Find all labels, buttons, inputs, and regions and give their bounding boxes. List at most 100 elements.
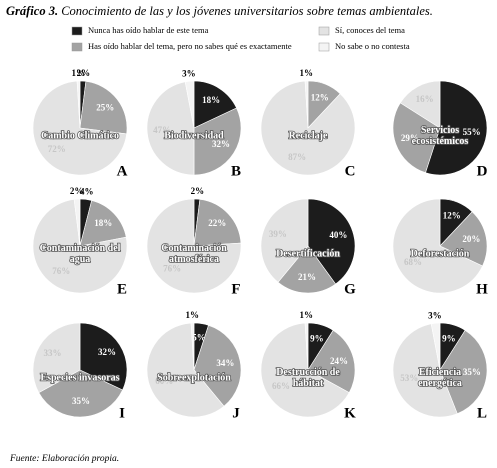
pie-slice (399, 80, 441, 129)
pie-title: Destrucción de hábitat (276, 367, 340, 389)
pie-title: Eficiencia energética (418, 367, 462, 389)
pie-slice (392, 198, 483, 294)
pie-slice (193, 80, 237, 129)
legend-label: Nunca has oído hablar de este tema (88, 25, 209, 35)
pie-title: Desertificación (276, 248, 340, 259)
pie-slice (425, 80, 488, 176)
pie-slice (430, 322, 441, 371)
pie-slice (38, 369, 123, 418)
value-label: 32% (212, 139, 230, 149)
pie-slice (79, 322, 128, 391)
pie-letter: J (232, 405, 240, 421)
pie-slice (76, 80, 81, 129)
legend-swatch (71, 42, 83, 52)
pie-slice (32, 322, 81, 394)
value-label: 3% (428, 310, 442, 320)
pie-title: Especies invasoras (40, 372, 119, 383)
pie-slice (260, 198, 309, 283)
pie-slice (392, 102, 441, 174)
pie-slice (193, 107, 242, 176)
pie-title: Contaminación atmosférica (161, 243, 227, 265)
value-label: 18% (202, 95, 220, 105)
pie-slice (193, 324, 242, 407)
value-label: 40% (329, 230, 347, 240)
pie-slice (73, 198, 81, 247)
value-label: 3% (182, 68, 196, 78)
value-label: 55% (463, 127, 481, 137)
value-label: 1% (300, 68, 314, 78)
value-label: 35% (463, 367, 481, 377)
value-label: 9% (310, 333, 324, 343)
value-label: 1% (300, 310, 314, 320)
pie-title: Servicios ecosistémicos (412, 125, 469, 147)
legend-label: Sí, conoces del tema (335, 25, 405, 35)
value-label: 20% (462, 234, 480, 244)
pie-title: Sobreexplotación (157, 372, 231, 383)
value-label: 60% (155, 376, 173, 386)
pie-slice (146, 322, 225, 418)
pie-letter: D (477, 163, 488, 179)
pie-letter: B (231, 163, 241, 179)
value-label: 87% (288, 152, 306, 162)
value-label: 29% (401, 133, 419, 143)
value-label: 76% (52, 266, 70, 276)
source: Fuente: Elaboración propia. (9, 454, 119, 464)
pie-slice (79, 200, 127, 247)
value-label: 2% (77, 68, 91, 78)
pie-slice (146, 81, 195, 176)
value-label: 5% (192, 332, 206, 342)
pie-letter: K (344, 405, 356, 421)
value-label: 12% (443, 210, 461, 220)
pie-slice (146, 198, 242, 294)
value-label: 16% (416, 94, 434, 104)
value-label: 25% (96, 102, 114, 112)
value-label: 24% (330, 356, 348, 366)
value-label: 12% (311, 92, 329, 102)
pie-slice (439, 329, 488, 415)
pie-title: Deforestación (411, 248, 470, 259)
pie-title: Biodiversidad (164, 130, 224, 141)
title-text: Conocimiento de las y los jóvenes univer… (61, 4, 433, 18)
pie-slice (79, 81, 128, 135)
legend-swatch (318, 26, 330, 36)
value-label: 72% (48, 144, 66, 154)
pie-slice (304, 322, 309, 371)
pie-letter: F (231, 281, 240, 297)
value-label: 35% (72, 396, 90, 406)
figure-title: Gráfico 3. Conocimiento de las y los jóv… (6, 4, 433, 18)
value-label: 47% (153, 125, 171, 135)
pie-slice (260, 80, 356, 176)
pie-slice (32, 80, 127, 176)
value-label: 9% (442, 333, 456, 343)
value-label: 32% (98, 347, 116, 357)
value-label: 2% (191, 186, 205, 196)
value-label: 1% (186, 310, 200, 320)
value-label: 68% (404, 257, 422, 267)
value-label: 18% (94, 218, 112, 228)
pie-slice (190, 322, 195, 371)
pie-slice (307, 329, 356, 394)
value-label: 21% (298, 272, 316, 282)
figure-label: Gráfico 3. (6, 4, 58, 18)
pie-slice (307, 198, 356, 285)
value-label: 4% (80, 186, 94, 196)
legend-label: Has oído hablar del tema, pero no sabes … (88, 41, 292, 51)
pie-letter: A (117, 163, 128, 179)
value-label: 1% (72, 68, 86, 78)
pie-letter: L (477, 405, 487, 421)
pie-letter: H (476, 281, 488, 297)
pie-letter: E (117, 281, 127, 297)
value-label: 22% (208, 218, 226, 228)
value-label: 66% (272, 381, 290, 391)
pie-slice (260, 322, 350, 418)
value-label: 34% (216, 358, 234, 368)
pie-title: Cambio Climático (41, 130, 119, 141)
value-label: 76% (163, 263, 181, 273)
value-label: 39% (269, 229, 287, 239)
pie-slice (439, 211, 488, 267)
legend-label: No sabe o no contesta (335, 41, 410, 51)
pie-letter: G (344, 281, 356, 297)
pie-title: Reciclaje (289, 130, 328, 141)
value-label: 53% (400, 373, 418, 383)
